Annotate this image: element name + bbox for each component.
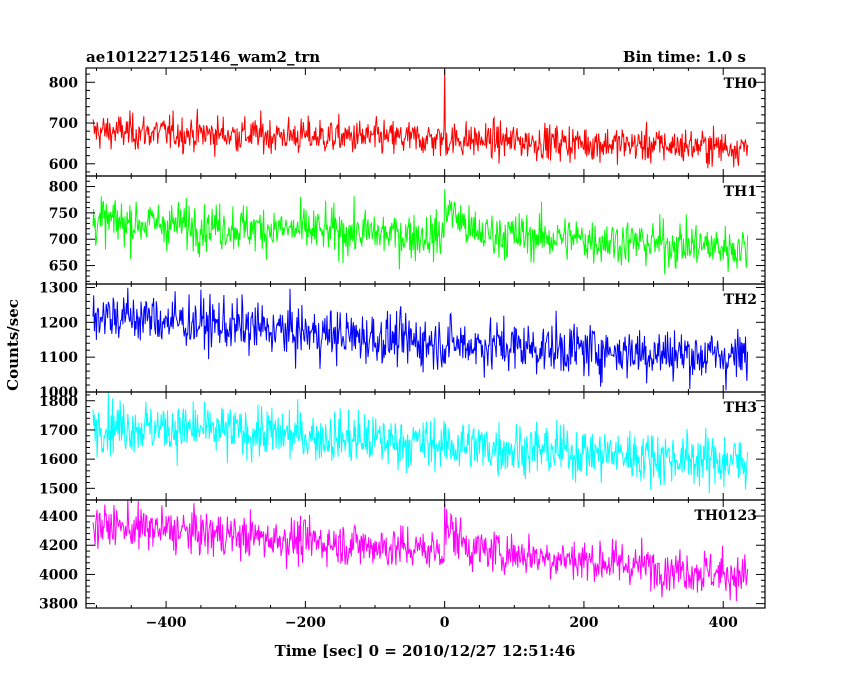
x-tick-label: 400: [709, 615, 738, 631]
y-tick-label: 750: [49, 206, 78, 222]
y-tick-label: 1200: [39, 315, 78, 331]
panel-th0123: 3800 4000 4200 4400 TH0123: [39, 499, 766, 613]
y-tick-label: 1600: [39, 452, 78, 468]
series-th0-line: [92, 69, 749, 169]
panel-frame: [85, 391, 766, 501]
y-tick-label: 800: [49, 180, 78, 196]
x-tick-label: 0: [440, 615, 450, 631]
series-label-th0: TH0: [724, 76, 758, 92]
x-tick-label: −400: [146, 615, 187, 631]
series-label-th1: TH1: [724, 184, 757, 200]
y-tick-label: 700: [49, 232, 78, 248]
series-th2-line: [92, 287, 749, 391]
y-tick-label: 650: [49, 259, 78, 275]
figure-title: ae101227125146_wam2_trn: [86, 48, 320, 66]
panel-th3: 1500 1600 1700 1800 TH3: [39, 391, 766, 501]
series-label-th0123: TH0123: [694, 508, 757, 524]
y-tick-label: 4000: [39, 567, 78, 583]
y-tick-label: 700: [49, 116, 78, 132]
y-axis-label: Counts/sec: [4, 299, 22, 391]
y-tick-label: 3800: [39, 597, 78, 613]
y-tick-label: 600: [49, 157, 78, 173]
x-axis: −400 −200 0 200 400: [146, 615, 738, 631]
panel-frame: [85, 499, 766, 609]
y-tick-label: 800: [49, 75, 78, 91]
panel-frame: [85, 67, 766, 177]
x-tick-label: 200: [569, 615, 598, 631]
y-tick-label: 1100: [39, 350, 78, 366]
y-tick-label: 4400: [39, 509, 78, 525]
panel-th1: 650 700 750 800 TH1: [49, 175, 766, 285]
y-tick-label: 1800: [39, 394, 78, 410]
panel-th2: 1000 1100 1200 1300 TH2: [39, 280, 766, 401]
bin-time-label: Bin time: 1.0 s: [623, 48, 746, 66]
series-th1-line: [92, 189, 749, 275]
series-label-th2: TH2: [724, 292, 757, 308]
x-axis-label: Time [sec] 0 = 2010/12/27 12:51:46: [275, 642, 576, 660]
y-tick-label: 1000: [39, 385, 78, 401]
panel-th0: 600 700 800 TH0: [49, 67, 766, 177]
y-tick-label: 1700: [39, 423, 78, 439]
y-tick-label: 4200: [39, 538, 78, 554]
y-tick-label: 1300: [39, 280, 78, 296]
series-th3-line: [92, 392, 749, 494]
y-tick-label: 1500: [39, 481, 78, 497]
series-th0123-line: [92, 500, 749, 602]
x-tick-label: −200: [285, 615, 326, 631]
series-label-th3: TH3: [724, 400, 757, 416]
